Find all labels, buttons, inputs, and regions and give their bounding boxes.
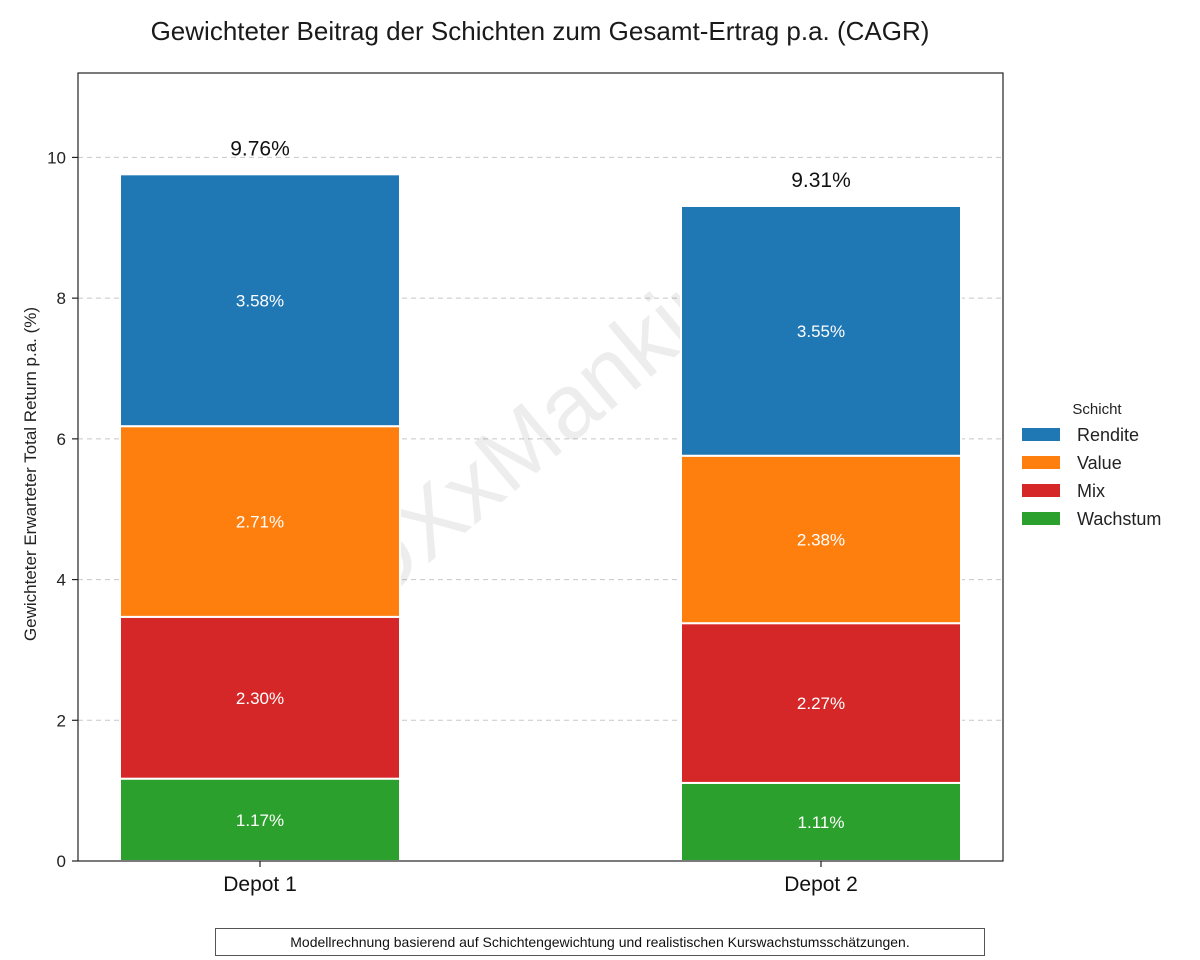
y-tick-label-2: 4 [57,571,66,590]
legend-swatch-mix [1022,484,1060,497]
bar-wachstum-2 [680,781,962,862]
y-tick-label-3: 6 [57,430,66,449]
total-label-2: 9.31% [791,169,851,192]
legend-label-wachstum: Wachstum [1077,509,1161,529]
bar-value-1 [119,425,401,618]
bar-mix-2 [680,622,962,784]
bar-rendite-2 [680,204,962,457]
bar-rendite-1 [119,173,401,428]
y-tick-label-0: 0 [57,852,66,871]
bars: 1.17% 2.30% 2.71% 3.58% 9.76% 1.11% 2.27% 2.38%… [119,137,962,862]
segment-label-mix-1: 2.30% [236,689,284,708]
segment-label-wachstum-2: 1.11% [798,813,845,832]
y-axis-label: Gewichteter Erwarteter Total Return p.a.… [21,307,40,641]
legend-label-rendite: Rendite [1077,425,1139,445]
y-tick-label-5: 10 [47,148,66,167]
legend-swatch-rendite [1022,428,1060,441]
x-tick-label-2: Depot 2 [784,873,858,896]
total-label-1: 9.76% [230,137,290,160]
footnote: Modellrechnung basierend auf Schichtenge… [215,928,985,956]
segment-label-wachstum-1: 1.17% [236,811,284,830]
legend-label-value: Value [1077,453,1122,473]
chart-title: Gewichteter Beitrag der Schichten zum Ge… [151,16,930,46]
legend-title: Schicht [1072,401,1122,418]
legend-swatch-wachstum [1022,512,1060,525]
x-tick-label-1: Depot 1 [223,873,297,896]
segment-label-mix-2: 2.27% [797,694,845,713]
legend-swatch-value [1022,456,1060,469]
bar-mix-1 [119,615,401,780]
plot-frame [77,72,1004,862]
legend-label-mix: Mix [1077,481,1105,501]
y-tick-label-4: 8 [57,289,66,308]
bar-value-2 [680,454,962,625]
segment-label-rendite-1: 3.58% [236,291,284,310]
legend: Schicht Rendite Value Mix Wachstum [1022,401,1161,529]
segment-label-value-2: 2.38% [797,530,845,549]
segment-label-rendite-2: 3.55% [797,322,845,341]
y-tick-label-1: 2 [57,711,66,730]
segment-label-value-1: 2.71% [236,513,284,532]
axes: 0 2 4 6 8 10 Depot 1 Depot 2 [47,148,858,896]
